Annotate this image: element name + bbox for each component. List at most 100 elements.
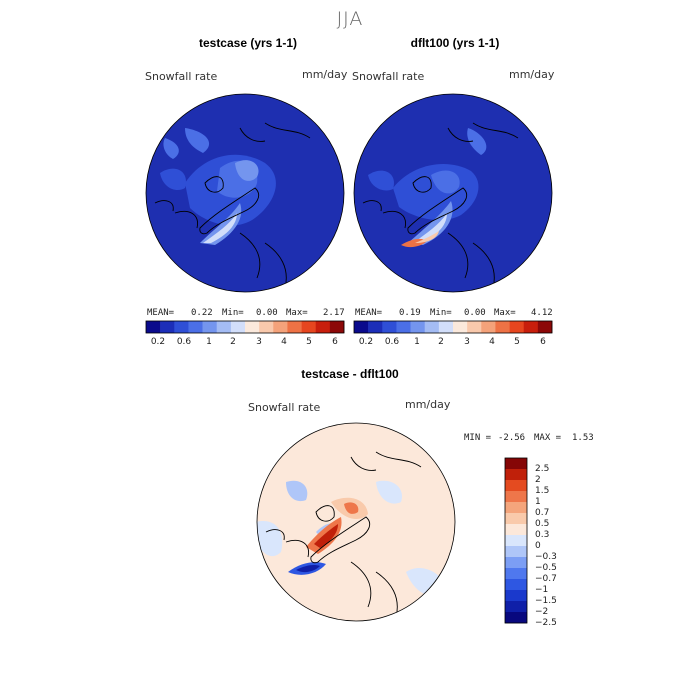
colorbar-swatch [174, 321, 189, 333]
panel2-region-field [408, 201, 453, 245]
colorbar-swatch [467, 321, 482, 333]
colorbar-swatch [146, 321, 161, 333]
colorbar-tick: 3 [464, 337, 470, 347]
panel1-mean-value: 0.22 [191, 308, 213, 318]
diff-units-label: mm/day [405, 398, 451, 411]
colorbar-tick: 4 [281, 337, 287, 347]
colorbar-swatch [505, 535, 527, 547]
panel1-field-label: Snowfall rate [145, 70, 218, 83]
diff-region-field [314, 524, 338, 548]
diff-region-field [286, 480, 308, 502]
colorbar-swatch [523, 321, 539, 333]
panel2-coastline [447, 122, 519, 142]
panel2-mean-label: MEAN= [355, 308, 383, 318]
colorbar-swatch [329, 321, 345, 333]
panel1-mean-label: MEAN= [147, 308, 175, 318]
colorbar-tick: −1.5 [535, 596, 557, 606]
panel1-coastline [154, 200, 198, 229]
panel2-coastline [412, 176, 432, 193]
panel2-max-value: 4.12 [531, 308, 553, 318]
colorbar-swatch [505, 491, 527, 503]
panel2-max-label: Max= [494, 308, 516, 318]
colorbar-tick: −0.7 [535, 574, 557, 584]
colorbar-tick: 1 [206, 337, 212, 347]
panel1-region-field [185, 128, 210, 153]
colorbar-swatch [505, 502, 527, 514]
panel2-mean-value: 0.19 [399, 308, 421, 318]
diff-coastline [310, 516, 370, 564]
colorbar-swatch [505, 601, 527, 613]
panel1-colorbar [145, 320, 345, 334]
panel2-region-field [415, 231, 439, 243]
panel1-title: testcase (yrs 1-1) [198, 36, 298, 50]
panel2-region-field [467, 128, 487, 155]
panel1-polar-map [145, 93, 345, 293]
colorbar-swatch [537, 321, 553, 333]
panel1-max-value: 2.17 [323, 308, 345, 318]
season-title: JJA [336, 8, 364, 30]
panel1-region-field [235, 160, 259, 181]
colorbar-swatch [505, 568, 527, 580]
panel2-polar-map [353, 93, 553, 293]
panel2-min-label: Min= [430, 308, 452, 318]
panel2-colorbar [353, 320, 553, 334]
colorbar-tick: −2 [535, 607, 549, 617]
panel2-field-label: Snowfall rate [352, 70, 425, 83]
panel2-region-field [368, 170, 394, 191]
diff-region-field [296, 565, 320, 573]
colorbar-swatch [259, 321, 274, 333]
panel1-coastline [199, 187, 259, 235]
diff-coastline [350, 451, 422, 471]
diff-polar-map [256, 422, 456, 622]
panel2-units-label: mm/day [509, 68, 555, 81]
colorbar-swatch [216, 321, 232, 333]
panel2-min-value: 0.00 [464, 308, 486, 318]
colorbar-swatch [382, 321, 397, 333]
colorbar-tick: −0.3 [535, 552, 557, 562]
diff-colorbar [504, 457, 528, 624]
colorbar-swatch [188, 321, 203, 333]
diff-title: testcase - dflt100 [301, 367, 399, 381]
panel1-max-label: Max= [286, 308, 308, 318]
colorbar-tick: −2.5 [535, 618, 557, 628]
diff-min-value: -2.56 [498, 433, 526, 443]
colorbar-tick: 5 [514, 337, 520, 347]
colorbar-tick: 0.2 [150, 337, 166, 347]
colorbar-tick: 1.5 [535, 486, 550, 496]
diff-region-field [344, 502, 359, 514]
colorbar-swatch [505, 590, 527, 602]
colorbar-tick: 2 [230, 337, 236, 347]
colorbar-tick: 0.6 [384, 337, 400, 347]
colorbar-tick: 2 [535, 475, 541, 485]
colorbar-swatch [505, 612, 527, 624]
diff-max-value: 1.53 [572, 433, 594, 443]
colorbar-swatch [410, 321, 426, 333]
colorbar-swatch [396, 321, 411, 333]
colorbar-tick: −0.5 [535, 563, 557, 573]
colorbar-tick: 3 [256, 337, 262, 347]
colorbar-tick: 0.7 [535, 508, 550, 518]
colorbar-tick: −1 [535, 585, 549, 595]
panel2-coastline [362, 200, 406, 229]
colorbar-swatch [368, 321, 383, 333]
colorbar-swatch [160, 321, 175, 333]
colorbar-tick: 6 [332, 337, 338, 347]
panel1-units-label: mm/day [302, 68, 348, 81]
colorbar-swatch [505, 546, 527, 558]
colorbar-swatch [354, 321, 369, 333]
colorbar-swatch [509, 321, 525, 333]
colorbar-tick: 2 [438, 337, 444, 347]
colorbar-swatch [495, 321, 510, 333]
colorbar-swatch [315, 321, 331, 333]
panel1-region-field [203, 213, 237, 243]
colorbar-swatch [505, 579, 527, 591]
colorbar-tick: 0 [535, 541, 541, 551]
panel1-min-label: Min= [222, 308, 244, 318]
colorbar-swatch [245, 321, 260, 333]
panel1-min-value: 0.00 [256, 308, 278, 318]
diff-coastline [265, 529, 309, 558]
diff-min-label: MIN = [464, 433, 492, 443]
colorbar-swatch [424, 321, 440, 333]
colorbar-swatch [505, 524, 527, 536]
colorbar-swatch [505, 557, 527, 569]
